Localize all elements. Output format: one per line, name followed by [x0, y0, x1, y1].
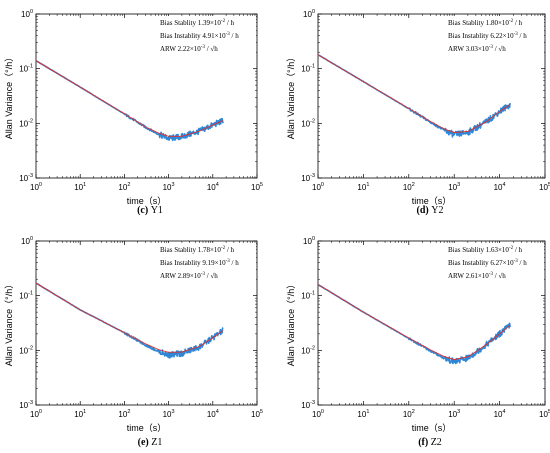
legend-entry: Bias Stablity 1.80×10-2 / h — [448, 19, 523, 27]
x-tick-label: 100 — [312, 409, 324, 419]
fitted-series-line — [317, 54, 511, 133]
x-tick-label: 103 — [163, 409, 175, 419]
x-tick-label: 103 — [163, 182, 175, 192]
x-tick-label: 105 — [251, 182, 263, 192]
x-axis-label: time（s） — [412, 423, 452, 433]
legend-entry: ARW 2.89×10-3 / √h — [160, 272, 218, 280]
x-tick-label: 102 — [118, 409, 130, 419]
chart-panel: 100 101 102 103 104 105 10-3 10-2 10-1 100 time（s）… — [286, 236, 550, 433]
y-tick-label: 10-3 — [301, 400, 315, 410]
y-tick-label: 10-3 — [19, 400, 33, 410]
y-tick-label: 100 — [303, 9, 315, 19]
legend-entry: Bias Instablity 6.22×10-3 / h — [448, 32, 527, 40]
chart-panel: 100 101 102 103 104 105 10-3 10-2 10-1 100 time（s）… — [4, 9, 263, 206]
fitted-series-line — [317, 284, 511, 360]
x-tick-label: 104 — [207, 409, 219, 419]
x-tick-label: 104 — [207, 182, 219, 192]
legend-entry: Bias Stablity 1.78×10-2 / h — [160, 246, 235, 254]
x-tick-label: 101 — [357, 409, 369, 419]
chart-panel: 100 101 102 103 104 105 10-3 10-2 10-1 100 time（s）… — [4, 236, 263, 433]
y-tick-label: 10-2 — [19, 345, 33, 355]
y-tick-label: 10-1 — [301, 64, 315, 74]
x-tick-label: 101 — [357, 182, 369, 192]
panel-caption: (e) Z1 — [138, 437, 163, 448]
legend-box — [158, 243, 256, 281]
x-tick-label: 102 — [403, 409, 415, 419]
y-tick-label: 100 — [21, 236, 33, 246]
y-tick-label: 10-1 — [301, 291, 315, 301]
panel-caption: (f) Z2 — [418, 437, 442, 448]
x-tick-label: 101 — [74, 409, 86, 419]
y-tick-label: 100 — [21, 9, 33, 19]
x-axis-label: time（s） — [127, 423, 167, 433]
legend-box — [446, 16, 544, 54]
y-axis-label: Allan Variance（°/h） — [286, 280, 296, 366]
legend-entry: Bias Stablity 1.39×10-2 / h — [160, 19, 235, 27]
legend-entry: Bias Instablity 6.27×10-3 / h — [448, 259, 527, 267]
fitted-series-line — [35, 60, 224, 137]
panel-caption: (c) Y1 — [137, 205, 163, 216]
legend-entry: ARW 2.22×10-3 / √h — [160, 45, 218, 53]
x-tick-label: 105 — [539, 182, 550, 192]
x-tick-label: 100 — [30, 182, 42, 192]
x-tick-label: 102 — [403, 182, 415, 192]
y-tick-label: 10-1 — [19, 291, 33, 301]
y-tick-label: 10-1 — [19, 64, 33, 74]
legend-entry: Bias Stablity 1.63×10-2 / h — [448, 246, 523, 254]
y-tick-label: 10-2 — [301, 345, 315, 355]
y-axis-label: Allan Variance（°/h） — [4, 280, 14, 366]
y-tick-label: 10-3 — [19, 173, 33, 183]
x-tick-label: 103 — [448, 182, 460, 192]
y-tick-label: 10-2 — [301, 118, 315, 128]
legend-entry: ARW 3.03×10-3 / √h — [448, 45, 506, 53]
x-tick-label: 104 — [494, 409, 506, 419]
legend-entry: Bias Instablity 4.91×10-3 / h — [160, 32, 239, 40]
x-tick-label: 103 — [448, 409, 460, 419]
x-tick-label: 101 — [74, 182, 86, 192]
x-tick-label: 100 — [30, 409, 42, 419]
legend-entry: Bias Instablity 9.19×10-3 / h — [160, 259, 239, 267]
chart-panel: 100 101 102 103 104 105 10-3 10-2 10-1 100 time（s）… — [286, 9, 550, 206]
y-tick-label: 10-3 — [301, 173, 315, 183]
x-tick-label: 100 — [312, 182, 324, 192]
y-axis-label: Allan Variance（°/h） — [286, 53, 296, 139]
legend-entry: ARW 2.61×10-3 / √h — [448, 272, 506, 280]
legend-box — [446, 243, 544, 281]
x-tick-label: 105 — [539, 409, 550, 419]
x-tick-label: 104 — [494, 182, 506, 192]
legend-box — [158, 16, 256, 54]
x-axis-label: time（s） — [412, 196, 452, 206]
x-tick-label: 105 — [251, 409, 263, 419]
x-axis-label: time（s） — [127, 196, 167, 206]
fitted-series-line — [35, 282, 224, 353]
y-tick-label: 100 — [303, 236, 315, 246]
panel-caption: (d) Y2 — [417, 205, 444, 216]
x-tick-label: 102 — [118, 182, 130, 192]
y-tick-label: 10-2 — [19, 118, 33, 128]
y-axis-label: Allan Variance（°/h） — [4, 53, 14, 139]
